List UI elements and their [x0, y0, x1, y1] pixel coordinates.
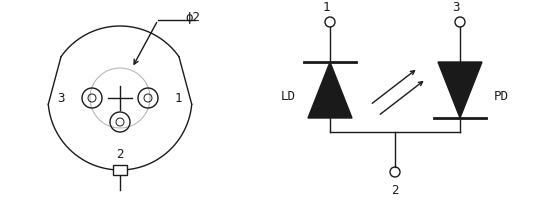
Text: 3: 3: [58, 92, 65, 104]
Text: 1: 1: [322, 1, 330, 14]
Text: 1: 1: [175, 92, 182, 104]
Bar: [113, 165, 127, 175]
Text: 2: 2: [391, 184, 399, 197]
Polygon shape: [308, 62, 352, 118]
Text: LD: LD: [281, 90, 296, 102]
Polygon shape: [438, 62, 482, 118]
Text: 3: 3: [452, 1, 460, 14]
Text: PD: PD: [494, 90, 509, 102]
Text: 2: 2: [116, 148, 124, 161]
Text: ϕ2: ϕ2: [185, 11, 200, 24]
